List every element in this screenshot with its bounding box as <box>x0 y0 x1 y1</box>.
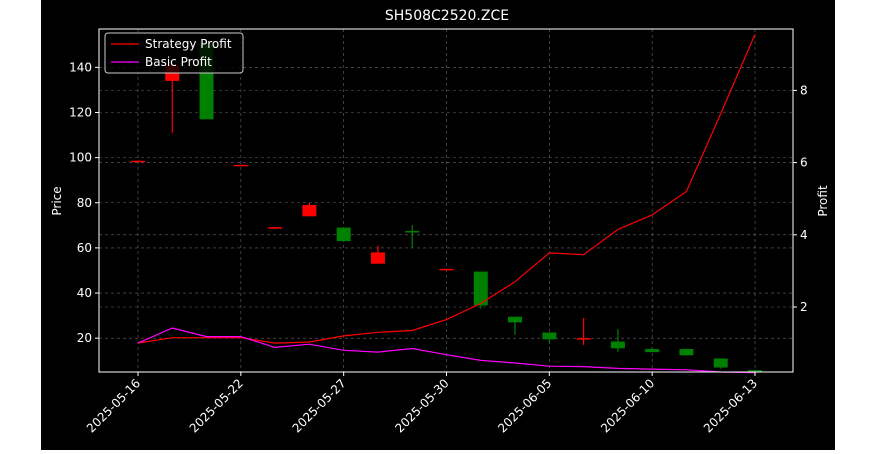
x-tick-label-6: 2025-06-13 <box>701 376 760 435</box>
x-tick-label-1: 2025-05-22 <box>187 376 246 435</box>
x-tick-label-2: 2025-05-27 <box>290 376 349 435</box>
candle-body-9 <box>439 268 454 271</box>
candle-body-6 <box>336 227 351 242</box>
chart-svg: SH508C2520.ZCE Price Profit 20 40 60 80 100 1… <box>50 8 830 435</box>
candle-body-7 <box>370 252 385 264</box>
candle-5 <box>302 202 317 217</box>
candle-4 <box>268 226 283 229</box>
y-tick-label-1: 40 <box>77 286 92 300</box>
candle-15 <box>645 348 660 353</box>
y2-tick-label-2: 6 <box>800 156 808 170</box>
candle-body-14 <box>610 341 625 349</box>
candle-body-13 <box>576 338 591 340</box>
candle-body-10 <box>473 271 488 306</box>
legend: Strategy Profit Basic Profit <box>104 32 244 74</box>
chart-title: SH508C2520.ZCE <box>385 8 509 24</box>
candle-14 <box>610 329 625 352</box>
x-tick-label-5: 2025-06-10 <box>598 376 657 435</box>
y-tick-label-3: 80 <box>77 196 92 210</box>
candle-7 <box>370 245 385 264</box>
x-axis-ticks: 2025-05-16 2025-05-22 2025-05-27 2025-05-30… <box>84 372 760 435</box>
y2-axis-ticks: 2 4 6 8 <box>793 83 808 314</box>
candle-16 <box>679 348 694 356</box>
legend-label-strategy: Strategy Profit <box>145 37 232 51</box>
y2-tick-label-1: 4 <box>800 228 808 242</box>
candle-body-4 <box>268 227 283 229</box>
y2-axis-label: Profit <box>816 185 830 217</box>
y-axis-ticks: 20 40 60 80 100 120 140 <box>69 60 99 345</box>
y2-tick-label-0: 2 <box>800 300 808 314</box>
x-tick-label-0: 2025-05-16 <box>84 376 143 435</box>
candle-12 <box>542 332 557 343</box>
candle-3 <box>233 164 248 167</box>
candle-17 <box>713 358 728 369</box>
x-tick-label-4: 2025-06-05 <box>495 376 554 435</box>
candle-13 <box>576 317 591 345</box>
y-tick-label-2: 60 <box>77 241 92 255</box>
candle-0 <box>131 160 145 163</box>
candle-body-3 <box>233 164 248 167</box>
candle-body-18 <box>748 370 762 372</box>
candle-6 <box>336 227 351 242</box>
chart-figure: SH508C2520.ZCE Price Profit 20 40 60 80 100 1… <box>41 0 835 450</box>
y-tick-label-6: 140 <box>69 60 92 74</box>
candle-body-16 <box>679 348 694 356</box>
y-axis-label: Price <box>50 186 64 215</box>
y-tick-label-4: 100 <box>69 151 92 165</box>
candle-11 <box>508 316 523 335</box>
candle-body-11 <box>508 316 523 323</box>
candle-body-17 <box>713 358 728 368</box>
legend-box <box>104 32 244 74</box>
candle-body-5 <box>302 205 317 217</box>
candle-body-12 <box>542 332 557 340</box>
candle-8 <box>405 225 420 248</box>
candle-9 <box>439 268 454 271</box>
series-line-strategy-profit <box>137 34 756 344</box>
series-line-basic-profit <box>137 327 756 374</box>
candle-body-15 <box>645 348 660 353</box>
profit-lines <box>137 34 756 374</box>
y-tick-label-5: 120 <box>69 105 92 119</box>
candle-body-8 <box>405 230 420 233</box>
legend-label-basic: Basic Profit <box>145 55 212 69</box>
y2-tick-label-3: 8 <box>800 83 808 97</box>
x-tick-label-3: 2025-05-30 <box>392 376 451 435</box>
candle-18 <box>748 369 762 372</box>
y-tick-label-0: 20 <box>77 331 92 345</box>
candle-10 <box>473 271 488 309</box>
candle-body-0 <box>131 160 145 163</box>
